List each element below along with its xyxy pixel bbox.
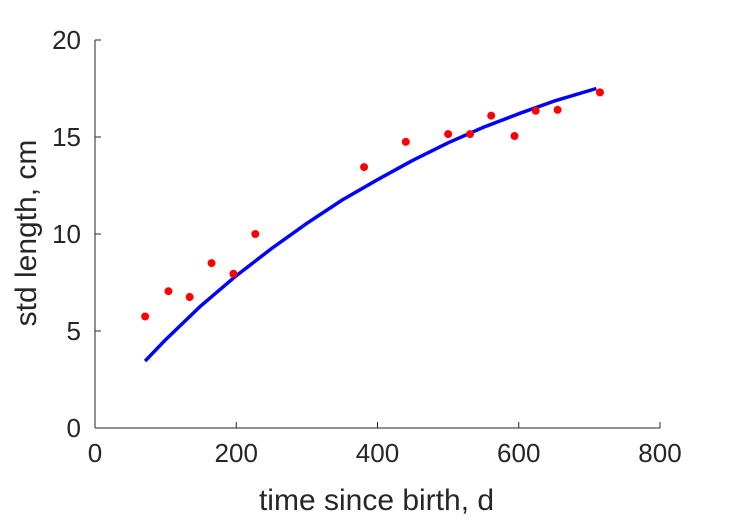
data-point (510, 132, 519, 141)
y-tick-label: 5 (67, 316, 81, 346)
x-tick-label: 0 (88, 438, 102, 468)
y-tick-label: 15 (52, 122, 81, 152)
x-tick-label: 600 (497, 438, 540, 468)
data-point (141, 312, 150, 321)
data-point (401, 137, 410, 146)
data-point (466, 130, 475, 139)
data-point (444, 130, 453, 139)
data-point (595, 88, 604, 97)
x-tick-label: 200 (215, 438, 258, 468)
data-point (553, 105, 562, 114)
ticks: 0 200 400 600 800 0 5 10 15 20 (52, 25, 682, 468)
data-point (531, 106, 540, 115)
x-tick-label: 800 (638, 438, 681, 468)
data-point (229, 269, 238, 278)
y-axis-label: std length, cm (10, 140, 43, 327)
data-point (164, 287, 173, 296)
plot-area (141, 86, 604, 363)
data-point (207, 259, 216, 268)
fit-curve-line (143, 86, 597, 363)
data-point (487, 111, 496, 120)
y-tick-label: 0 (67, 413, 81, 443)
x-axis-label: time since birth, d (259, 484, 494, 517)
data-point (185, 293, 194, 302)
y-tick-label: 10 (52, 219, 81, 249)
x-tick-label: 400 (356, 438, 399, 468)
data-point (251, 230, 260, 238)
axes (94, 40, 660, 429)
data-point (360, 163, 369, 172)
y-tick-label: 20 (52, 25, 81, 55)
